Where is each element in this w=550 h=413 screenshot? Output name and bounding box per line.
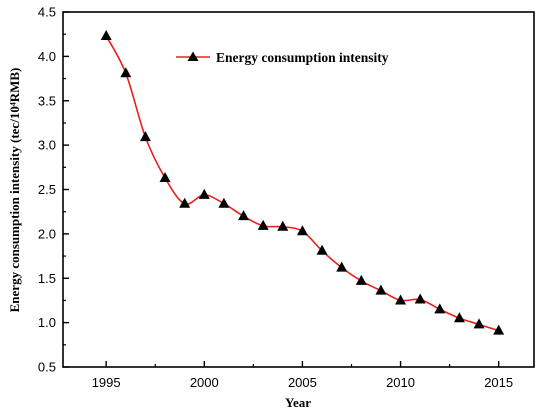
data-point-marker (238, 210, 250, 221)
data-point-marker (453, 312, 465, 323)
y-tick-label: 1.0 (38, 315, 56, 330)
data-point-marker (414, 293, 426, 304)
data-point-marker (375, 284, 387, 295)
tick-label-group: 1995 2000 2005 2010 2015 0.5 1.0 1.5 2.0 2.5 3.0 3.… (38, 5, 513, 391)
y-axis-title: Energy consumption intensity (tec/10⁴RMB… (7, 68, 22, 313)
y-tick-label: 4.0 (38, 49, 56, 64)
x-axis-title: Year (285, 395, 311, 410)
data-point-marker (473, 318, 485, 329)
x-tick-label: 2005 (288, 375, 317, 390)
data-point-marker (434, 303, 446, 314)
y-tick-label: 2.5 (38, 182, 56, 197)
x-tick-label: 2000 (190, 375, 219, 390)
y-tick-label: 3.5 (38, 93, 56, 108)
data-point-marker (316, 244, 328, 255)
y-tick-label: 2.0 (38, 226, 56, 241)
data-point-marker (277, 220, 289, 231)
y-tick-label: 1.5 (38, 271, 56, 286)
y-tick-label: 4.5 (38, 5, 56, 20)
y-tick-label: 0.5 (38, 360, 56, 375)
legend-label: Energy consumption intensity (216, 50, 389, 65)
x-tick-label: 2015 (484, 375, 513, 390)
series-line (105, 35, 499, 332)
marker-group (100, 29, 505, 335)
data-point-marker (355, 274, 367, 285)
data-point-marker (139, 131, 151, 142)
data-point-marker (395, 294, 407, 305)
data-point-marker (336, 261, 348, 272)
x-tick-label: 2010 (386, 375, 415, 390)
data-point-marker (218, 197, 230, 208)
data-point-marker (159, 171, 171, 182)
legend: Energy consumption intensity (176, 50, 389, 65)
data-point-marker (493, 324, 505, 335)
plot-frame (62, 11, 535, 368)
data-point-marker (179, 197, 191, 208)
legend-marker (187, 51, 199, 61)
x-tick-label: 1995 (92, 375, 121, 390)
data-point-marker (120, 67, 132, 78)
data-point-marker (198, 188, 210, 199)
data-point-marker (296, 225, 308, 236)
data-point-marker (257, 219, 269, 230)
y-tick-label: 3.0 (38, 138, 56, 153)
tick-group (63, 11, 500, 368)
data-point-marker (100, 29, 112, 40)
